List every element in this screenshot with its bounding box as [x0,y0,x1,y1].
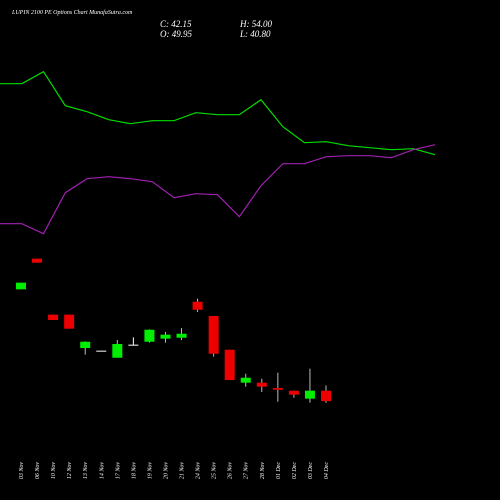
x-tick-label: 26 Nov [228,462,234,480]
candle-body [96,350,107,352]
candle-body [112,344,123,358]
candle-body [32,258,43,263]
x-tick-label: 13 Nov [83,462,89,480]
candle-body [321,390,331,402]
x-tick-label: 17 Nov [115,462,121,480]
x-tick-label: 28 Nov [260,462,266,480]
candle-body [160,334,171,339]
candle-body [128,344,139,346]
x-tick-label: 06 Nov [35,462,41,480]
x-tick-label: 25 Nov [212,462,218,480]
candle-body [48,314,59,320]
ohlc-label: C: 42.15 [160,19,192,29]
candle-body [64,314,75,329]
candle-body [288,390,299,395]
candle-body [192,301,203,310]
x-tick-label: 14 Nov [98,462,105,480]
indicator-line [0,70,436,156]
ohlc-label: H: 54.00 [239,19,272,29]
x-tick-label: 24 Nov [195,462,202,480]
x-tick-label: 03 Dec [308,462,314,479]
candle-body [16,282,26,290]
candle-body [256,382,267,387]
x-tick-label: 20 Nov [163,462,169,480]
candle-body [224,349,235,380]
candle-body [176,333,187,338]
candle-body [208,316,219,354]
x-tick-label: 03 Nov [19,462,25,480]
x-tick-label: 02 Dec [292,462,298,479]
x-tick-label: 27 Nov [244,462,250,480]
ohlc-label: O: 49.95 [160,29,192,39]
ohlc-label: L: 40.80 [239,29,271,39]
candle-body [240,377,251,383]
x-tick-label: 12 Nov [67,462,73,480]
x-tick-label: 18 Nov [131,462,137,480]
candle-body [272,388,283,390]
candle-body [144,329,155,342]
x-tick-label: 10 Nov [51,462,57,480]
x-tick-label: 21 Nov [180,462,186,480]
x-tick-label: 01 Dec [276,462,282,479]
candle-body [304,390,315,399]
x-tick-label: 19 Nov [147,462,153,480]
chart-title: LUPIN 2100 PE Options Chart MunafaSutra.… [11,9,133,16]
candle-body [80,341,91,348]
indicator-line [0,144,436,235]
x-tick-label: 04 Dec [323,462,330,479]
